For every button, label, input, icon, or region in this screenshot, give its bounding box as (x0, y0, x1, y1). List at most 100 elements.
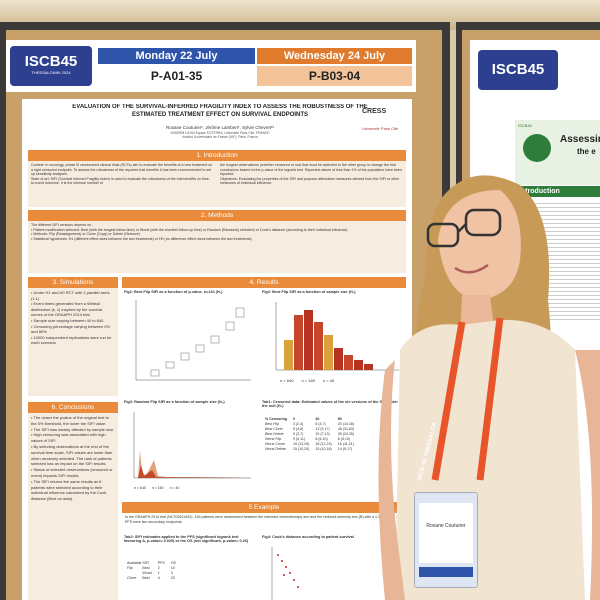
affiliations: ¹INSERM U1153 Équipe ECSTRRA, Université… (120, 131, 320, 139)
table-cell: 5 (4,8) (292, 426, 304, 431)
column-header: 40 (315, 416, 320, 421)
logo-university: Université Paris Cité (362, 126, 399, 131)
figure (271, 547, 299, 600)
logo-small: ISCB45 (518, 123, 532, 128)
badge: Roxane Couturier (414, 492, 478, 588)
text-line: the longest observations (whether censor… (220, 163, 403, 177)
day-label: Wednesday 24 July (257, 48, 412, 64)
table-cell: 15 (10,18) (315, 446, 332, 451)
subheader: Available SIFI (127, 560, 150, 565)
logo-text: ISCB45 (24, 53, 78, 70)
row-label: Best Flip (265, 421, 279, 426)
table-cell: 10 (170, 565, 175, 570)
table-row: Best Clone 5 (4,8) 13 (9,17) 48 (31,63) (262, 426, 357, 431)
text-line: n = 640 (280, 378, 294, 383)
text-line: Objectives: Evaluating the properties of… (220, 176, 400, 186)
section-body: Context: In oncology, phase III randomiz… (28, 161, 406, 207)
poster-code: P-B03-04 (257, 66, 412, 86)
text-line: n = 160 (151, 486, 164, 490)
badge-name: Roxane Couturier (419, 503, 473, 563)
table-cell: 16 (11,21) (337, 441, 354, 446)
table-row: Clone Best 4 23 (124, 575, 179, 580)
text-line: ¹INSERM U1153 Équipe ECSTRRA, Université… (170, 131, 270, 135)
column-header: PFS (157, 560, 165, 565)
table-cell: 8 (6,10) (315, 436, 328, 441)
text-line: Context: In oncology, phase III randomiz… (31, 163, 213, 177)
text-line: • Event times generated from a Weibull d… (31, 301, 103, 318)
section-heading: 3. Simulations (28, 277, 118, 288)
text-line: • Status of selected observations (censo… (31, 467, 113, 478)
row-label: Best Delete (265, 431, 284, 436)
figure-title: Fig2: Best Flip SIFI as a function of sa… (262, 290, 356, 294)
text-line: • The closer the pvalue of the original … (31, 415, 109, 426)
text-line: • 10000 independent replications were ru… (31, 334, 112, 346)
logo: ISCB45 THESSALONIKI 2024 (10, 46, 92, 86)
table-header: % Censoring 0 40 80 (262, 416, 357, 421)
text-line: • Under H1 and H0 RCT with 2 parallel ar… (31, 290, 110, 301)
table-cell: 18 (12,23) (315, 441, 332, 446)
table-cell: 9 (6,11) (292, 436, 306, 441)
legend: n = 640 n = 160 n = 40 (134, 486, 254, 490)
text-line: The different SIFI versions depend on : (31, 223, 94, 227)
section-heading: 5 Example (122, 502, 406, 513)
figure-title: Fig1: Best Flip SIFI as a function of p-… (124, 290, 223, 294)
table-cell: 3 (2,4) (292, 421, 304, 426)
table: % Censoring 0 40 80 Best Flip 3 (2,4) 6 (4,7) 2… (262, 416, 404, 451)
text-line: • Methods: Flip (Reassignment) or Clone … (31, 232, 140, 237)
table-cell: 13 (9,17) (315, 426, 330, 431)
table-row: Worst Flip 9 (6,11) 8 (6,10) 8 (5,10) (262, 436, 357, 441)
text-line: • Censoring percentage varying between 0… (31, 323, 111, 335)
table-title: Tab2: SIFI estimates applied to the PFS … (124, 535, 249, 543)
legend: n = 640 n = 160 n = 40 (280, 378, 404, 383)
row-method: Clone (127, 575, 137, 580)
row-selection: Best (142, 565, 150, 570)
column-header: % Censoring (265, 416, 287, 421)
table-cell: 15 (10,20) (292, 446, 310, 451)
table-row: Best Delete 5 (3,7) 10 (7,13) 35 (24,35) (262, 431, 357, 436)
table-cell: 19 (13,25) (292, 441, 310, 446)
figure-title: Fig3: Random Flip SIFI as a function of … (124, 400, 225, 404)
section-heading: 6. Conclusions (28, 402, 118, 413)
table-cell: 2 (157, 565, 160, 570)
title-box: ISCB45 Assessing the e (515, 120, 600, 185)
logo-sub: THESSALONIKI 2024 (31, 70, 71, 75)
figure-title: Fig4: Cook's distance according to patie… (262, 535, 354, 539)
row-selection: Worst (142, 570, 152, 575)
title: the e (577, 147, 596, 156)
text-line: ²Institut Universitaire de France (IUF),… (182, 135, 258, 139)
authors: Roxane Couturier¹, Jérôme Lambert¹, Sylv… (165, 125, 275, 130)
logo: ISCB45 (478, 50, 558, 90)
text-line: n = 40 (169, 486, 180, 490)
section-body: In the GRAAPH 2014 trial (NCT02611492), … (122, 513, 406, 533)
section-heading: 4. Results (122, 277, 406, 288)
table-cell: 35 (24,35) (337, 431, 355, 436)
logo-cress: CRESS (362, 108, 387, 115)
poster-title: EVALUATION OF THE SURVIVAL-INFERRED FRAG… (72, 104, 368, 118)
figure (275, 302, 399, 371)
table-row: Worst Clone 19 (13,25) 18 (12,23) 16 (11,21… (262, 441, 357, 446)
column-header: 0 (292, 416, 295, 421)
text-line: n = 640 (134, 486, 146, 490)
column-header: 80 (337, 416, 342, 421)
table-grid: % Censoring 0 40 80 Best Flip 3 (2,4) 6 (4,7) 2… (262, 416, 357, 451)
section-body: • The closer the pvalue of the original … (28, 413, 118, 600)
table-row: Worst 1 3 (124, 570, 179, 575)
row-method: Flip (127, 565, 133, 570)
table-cell: 20 (14,16) (337, 421, 355, 426)
row-selection: Best (142, 575, 150, 580)
table: Available SIFI PFS OS Flip Best 2 10 Worst 1 3 Clo… (124, 560, 254, 580)
table-grid: Available SIFI PFS OS Flip Best 2 10 Worst 1 3 Clo… (124, 560, 179, 580)
text-line: • The SIFI returns the same results as i… (31, 478, 107, 502)
title: Assessing (560, 134, 600, 145)
table-header: Available SIFI PFS OS (124, 560, 179, 565)
text-line: • The SIFI was weakly affected by sample… (31, 426, 115, 432)
row-label: Worst Delete (265, 446, 286, 451)
table-title: Tab1: Censored data: Estimated values of… (262, 400, 399, 408)
table-cell: 1 (157, 570, 160, 575)
table-cell: 6 (4,7) (315, 421, 326, 426)
text-line: • By selecting observations at the end o… (31, 443, 113, 467)
section-body: The different SIFI versions depend on : •… (28, 221, 406, 273)
text-line: • Sample size varying between 40 to 640. (31, 317, 105, 323)
day-label: Monday 22 July (98, 48, 255, 64)
